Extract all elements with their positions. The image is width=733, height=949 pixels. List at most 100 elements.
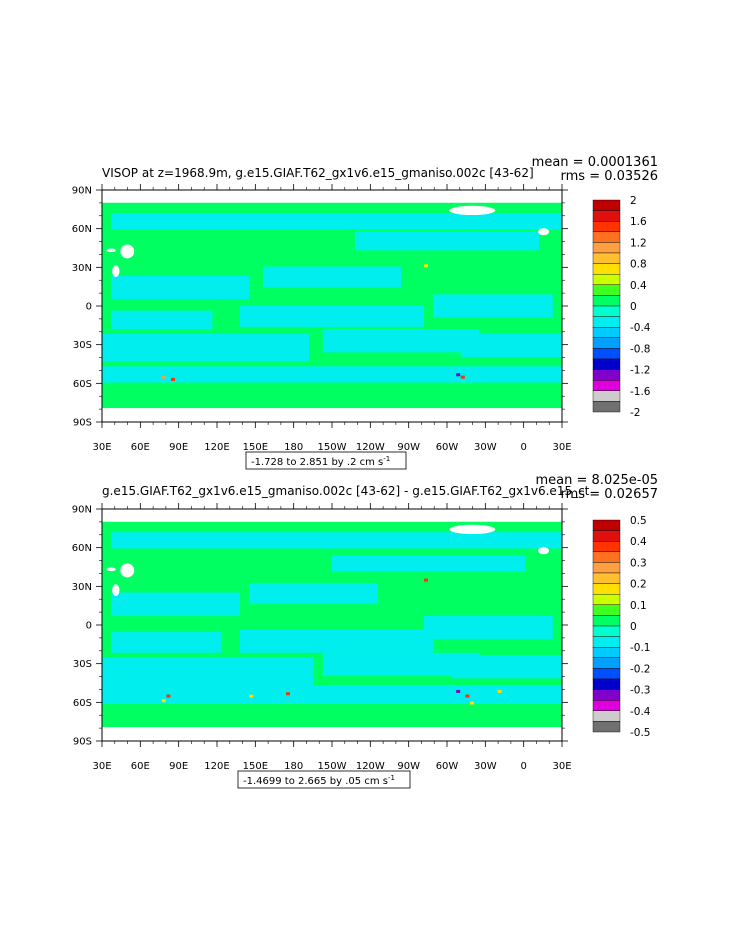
rms-label: rms = 0.02657 [561, 487, 658, 502]
land-mask [449, 524, 496, 535]
x-tick-label: 180 [284, 442, 303, 453]
x-axis: 30E 60E 90E 120E 150E 180 150W 120W 90W 60W 30W 0 30… [92, 184, 572, 453]
hot-spot [460, 375, 465, 379]
colorbar-segment [592, 668, 621, 680]
colorbar-segment [592, 604, 621, 616]
x-tick-label: 120E [204, 442, 229, 453]
x-tick-label: 90W [397, 761, 420, 772]
colorbar-segment [592, 199, 621, 211]
hot-spot [166, 694, 171, 698]
colorbar-label: 0.3 [630, 557, 647, 569]
colorbar-label: -0.5 [630, 727, 651, 739]
colorbar-label: 0.8 [630, 259, 647, 271]
x-tick-label: 150E [243, 761, 268, 772]
negative-band [111, 631, 222, 653]
negative-band [433, 294, 553, 318]
colorbar-label: 1.6 [630, 216, 647, 228]
colorbar-segment [592, 657, 621, 669]
negative-band [451, 655, 562, 679]
colorbar-segment [592, 636, 621, 648]
colorbar-segment [592, 263, 621, 275]
x-tick-label: 90W [397, 442, 420, 453]
hot-spot [286, 692, 290, 696]
colorbar-segment [592, 647, 621, 659]
svg-text:-1.4699 to 2.665 by .05 cm s-1: -1.4699 to 2.665 by .05 cm s-1 [243, 774, 395, 787]
range-sup: -1 [388, 774, 395, 782]
negative-band [111, 532, 562, 549]
land-mask [112, 584, 120, 596]
y-tick-label: 60N [72, 543, 92, 554]
range-label: -1.728 to 2.851 by .2 cm s [251, 457, 383, 468]
mean-label: mean = 0.0001361 [532, 155, 658, 170]
x-tick-label: 150W [318, 442, 347, 453]
colorbar-label: -0.8 [630, 343, 651, 355]
colorbar-label: -0.4 [630, 706, 651, 718]
negative-band [102, 366, 562, 383]
colorbar-label: 0.1 [630, 600, 647, 612]
x-tick-label: 30E [552, 442, 571, 453]
colorbar-label: -2 [630, 407, 640, 419]
colorbar-segment [592, 530, 621, 542]
negative-band [322, 652, 480, 677]
colorbar-label: 0.4 [630, 536, 647, 548]
colorbar-label: 0.4 [630, 280, 647, 292]
negative-band [355, 231, 539, 251]
colorbar-segment [592, 519, 621, 531]
x-tick-label: 30W [474, 442, 497, 453]
x-tick-label: 180 [284, 761, 303, 772]
land-mask [106, 248, 116, 253]
y-tick-label: 30N [72, 582, 92, 593]
land-mask [120, 244, 135, 259]
range-box: -1.4699 to 2.665 by .05 cm s-1 [237, 770, 411, 789]
y-tick-label: 90S [73, 737, 92, 748]
colorbar-segment [592, 721, 621, 733]
colorbar-segment [592, 252, 621, 264]
y-tick-label: 0 [86, 302, 92, 313]
hot-spot [161, 699, 166, 703]
negative-band [332, 555, 526, 572]
y-tick-label: 90N [72, 186, 92, 197]
colorbar-label: -0.4 [630, 322, 651, 334]
negative-band [102, 657, 314, 686]
x-tick-label: 60E [131, 761, 150, 772]
range-label: -1.4699 to 2.665 by .05 cm s [243, 776, 388, 787]
colorbar-segment [592, 327, 621, 339]
y-tick-label: 0 [86, 621, 92, 632]
y-tick-label: 90S [73, 418, 92, 429]
hot-spot [171, 377, 175, 381]
colorbar-segment [592, 583, 621, 595]
negative-band [111, 310, 213, 330]
rms-label: rms = 0.03526 [561, 169, 658, 184]
svg-text:-1.728 to 2.851 by .2 cm s-1: -1.728 to 2.851 by .2 cm s-1 [251, 455, 390, 468]
colorbar-segment [592, 380, 621, 392]
panel-difference: g.e15.GIAF.T62_gx1v6.e15_gmaniso.002c [4… [72, 473, 658, 789]
negative-band [102, 685, 562, 704]
land-mask [120, 563, 135, 578]
hot-spot [424, 578, 428, 582]
negative-band [322, 329, 480, 353]
x-tick-label: 0 [520, 442, 526, 453]
x-tick-label: 120W [356, 442, 385, 453]
colorbar: 0.5 0.4 0.3 0.2 0.1 0 -0.1 -0.2 -0.3 -0.4 -0.5 [592, 515, 651, 739]
colorbar-segment [592, 358, 621, 370]
colorbar-segment [592, 242, 621, 254]
colorbar-label: -1.6 [630, 386, 651, 398]
colorbar-segment [592, 572, 621, 584]
panel-title: VISOP at z=1968.9m, g.e15.GIAF.T62_gx1v6… [102, 166, 534, 180]
negative-band [460, 333, 562, 358]
x-tick-label: 0 [520, 761, 526, 772]
hot-spot [465, 694, 470, 698]
panel-visop: VISOP at z=1968.9m, g.e15.GIAF.T62_gx1v6… [72, 155, 658, 470]
negative-band [263, 266, 401, 288]
x-tick-label: 90E [169, 761, 188, 772]
colorbar-segment [592, 615, 621, 627]
panel-title: g.e15.GIAF.T62_gx1v6.e15_gmaniso.002c [4… [102, 484, 590, 498]
x-tick-label: 30W [474, 761, 497, 772]
negative-band [240, 629, 434, 653]
colorbar-segment [592, 700, 621, 712]
x-tick-label: 120W [356, 761, 385, 772]
x-tick-label: 150W [318, 761, 347, 772]
colorbar-label: 0.5 [630, 515, 647, 527]
colorbar-segment [592, 274, 621, 286]
